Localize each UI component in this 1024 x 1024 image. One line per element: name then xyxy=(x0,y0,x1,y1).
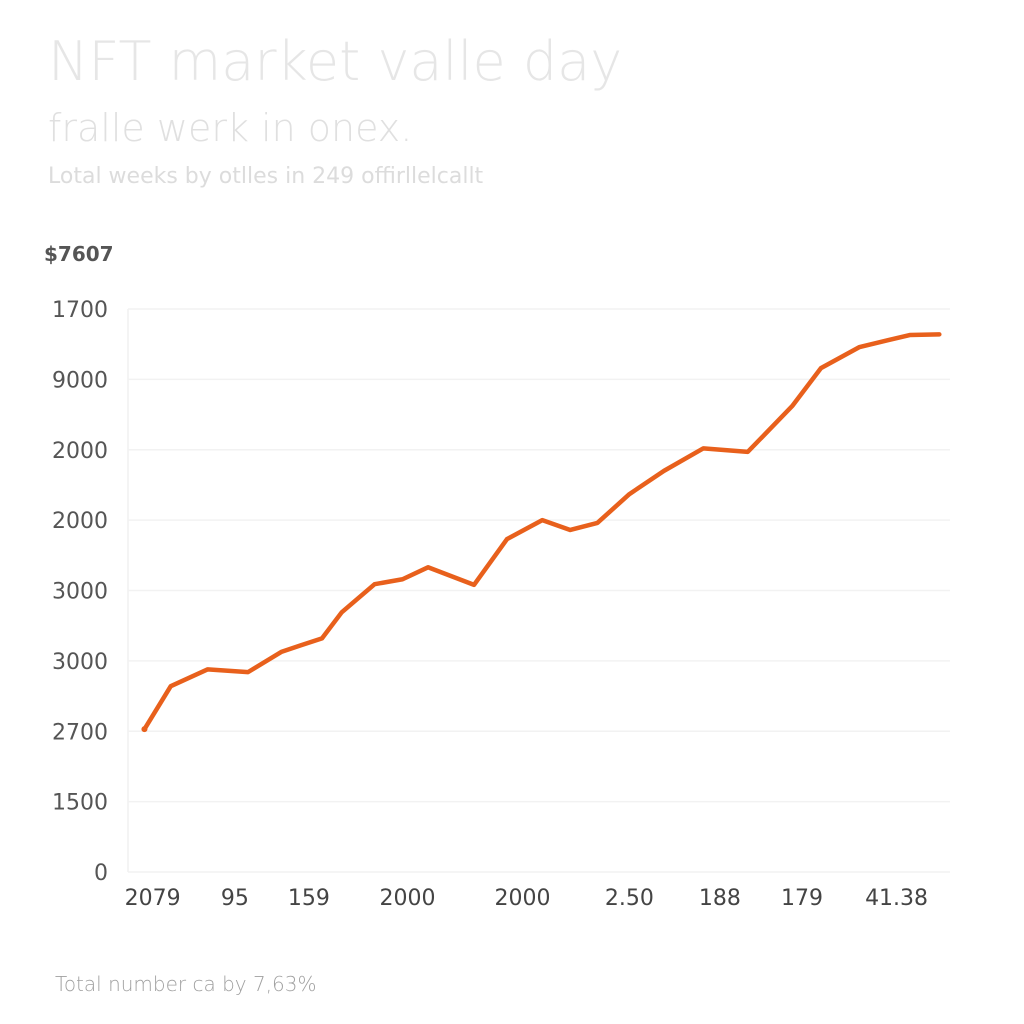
x-tick-label: 179 xyxy=(781,886,823,911)
x-tick-label: 41.38 xyxy=(865,886,928,911)
chart-footer-note: Total number ca by 7,63% xyxy=(55,972,317,996)
y-tick-label: 2000 xyxy=(52,509,108,534)
y-axis-ticks: 1700 9000 2000 2000 3000 3000 2700 1500 0 xyxy=(52,298,108,886)
y-tick-label: 1700 xyxy=(52,298,108,323)
y-tick-label: 1500 xyxy=(52,791,108,816)
x-tick-label: 2000 xyxy=(495,886,551,911)
y-tick-label: 9000 xyxy=(52,368,108,393)
chart-caption: Lotal weeks by otlles in 249 offirllelca… xyxy=(48,164,484,189)
chart-title: NFT market valle day xyxy=(48,30,623,93)
y-tick-label: 3000 xyxy=(52,650,108,675)
data-point xyxy=(141,726,148,733)
x-tick-label: 159 xyxy=(288,886,330,911)
y-tick-label: 0 xyxy=(94,861,108,886)
x-tick-label: 95 xyxy=(221,886,249,911)
x-axis-ticks: 2079 95 159 2000 2000 2.50 188 179 41.38 xyxy=(125,886,928,911)
y-tick-label: 2700 xyxy=(52,720,108,745)
series-layer xyxy=(141,332,942,733)
x-tick-label: 2000 xyxy=(379,886,435,911)
series-line xyxy=(142,332,942,732)
chart-subtitle: fralle werk in onex. xyxy=(48,106,413,150)
x-tick-label: 188 xyxy=(699,886,741,911)
y-tick-label: 2000 xyxy=(52,439,108,464)
y-axis-unit-label: $7607 xyxy=(44,242,114,266)
gridlines xyxy=(127,308,950,873)
x-tick-label: 2.50 xyxy=(605,886,654,911)
x-tick-label: 2079 xyxy=(125,886,181,911)
y-tick-label: 3000 xyxy=(52,580,108,605)
